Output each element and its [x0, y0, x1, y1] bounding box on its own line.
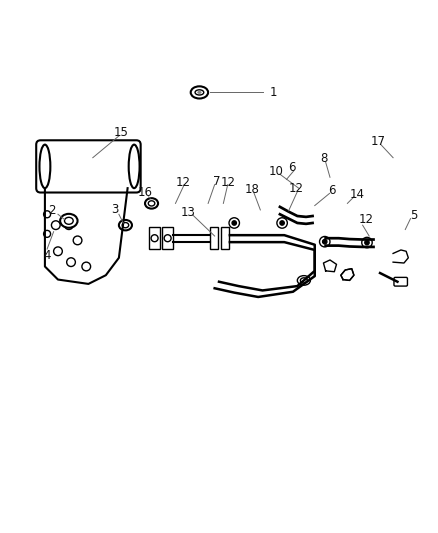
Ellipse shape — [297, 276, 311, 285]
Text: 12: 12 — [359, 213, 374, 227]
Text: 12: 12 — [176, 175, 191, 189]
Text: 2: 2 — [48, 204, 55, 217]
Ellipse shape — [64, 217, 73, 224]
Text: 5: 5 — [410, 209, 418, 222]
Circle shape — [51, 221, 60, 230]
Bar — [162, 228, 173, 249]
Text: 1: 1 — [270, 86, 277, 99]
Ellipse shape — [148, 201, 155, 206]
Text: 12: 12 — [220, 175, 235, 189]
Text: 3: 3 — [111, 204, 118, 216]
Bar — [210, 228, 218, 249]
Circle shape — [229, 218, 240, 228]
Ellipse shape — [119, 220, 132, 230]
Ellipse shape — [195, 90, 204, 95]
Circle shape — [73, 236, 82, 245]
Circle shape — [44, 211, 50, 218]
FancyBboxPatch shape — [394, 277, 407, 286]
Circle shape — [164, 235, 171, 241]
Text: 15: 15 — [113, 126, 128, 139]
Circle shape — [53, 247, 62, 256]
Text: 7: 7 — [213, 175, 221, 188]
Bar — [149, 228, 160, 249]
Circle shape — [322, 239, 327, 244]
Text: 13: 13 — [181, 206, 196, 219]
Ellipse shape — [191, 86, 208, 99]
Text: 14: 14 — [350, 188, 365, 201]
Text: 6: 6 — [288, 161, 296, 174]
Text: 12: 12 — [289, 182, 304, 195]
Circle shape — [365, 240, 369, 245]
Circle shape — [320, 237, 330, 247]
Circle shape — [232, 221, 237, 225]
Ellipse shape — [145, 198, 158, 208]
Ellipse shape — [129, 144, 140, 188]
Ellipse shape — [197, 91, 201, 94]
Text: 8: 8 — [321, 152, 328, 165]
Circle shape — [151, 235, 158, 241]
Text: 4: 4 — [43, 249, 51, 262]
Circle shape — [67, 258, 75, 266]
Text: 17: 17 — [371, 135, 385, 148]
Circle shape — [280, 221, 284, 225]
Text: 10: 10 — [269, 165, 284, 178]
Text: 18: 18 — [244, 183, 259, 196]
Circle shape — [82, 262, 91, 271]
Ellipse shape — [300, 278, 307, 283]
Text: 16: 16 — [138, 186, 152, 199]
Ellipse shape — [122, 223, 129, 228]
Circle shape — [44, 230, 50, 237]
Text: 6: 6 — [328, 184, 336, 197]
Polygon shape — [341, 269, 354, 280]
FancyBboxPatch shape — [36, 140, 141, 192]
Ellipse shape — [39, 144, 50, 188]
Circle shape — [64, 221, 73, 230]
Bar — [221, 228, 229, 249]
Ellipse shape — [60, 214, 78, 228]
Circle shape — [277, 218, 287, 228]
Circle shape — [362, 237, 372, 248]
